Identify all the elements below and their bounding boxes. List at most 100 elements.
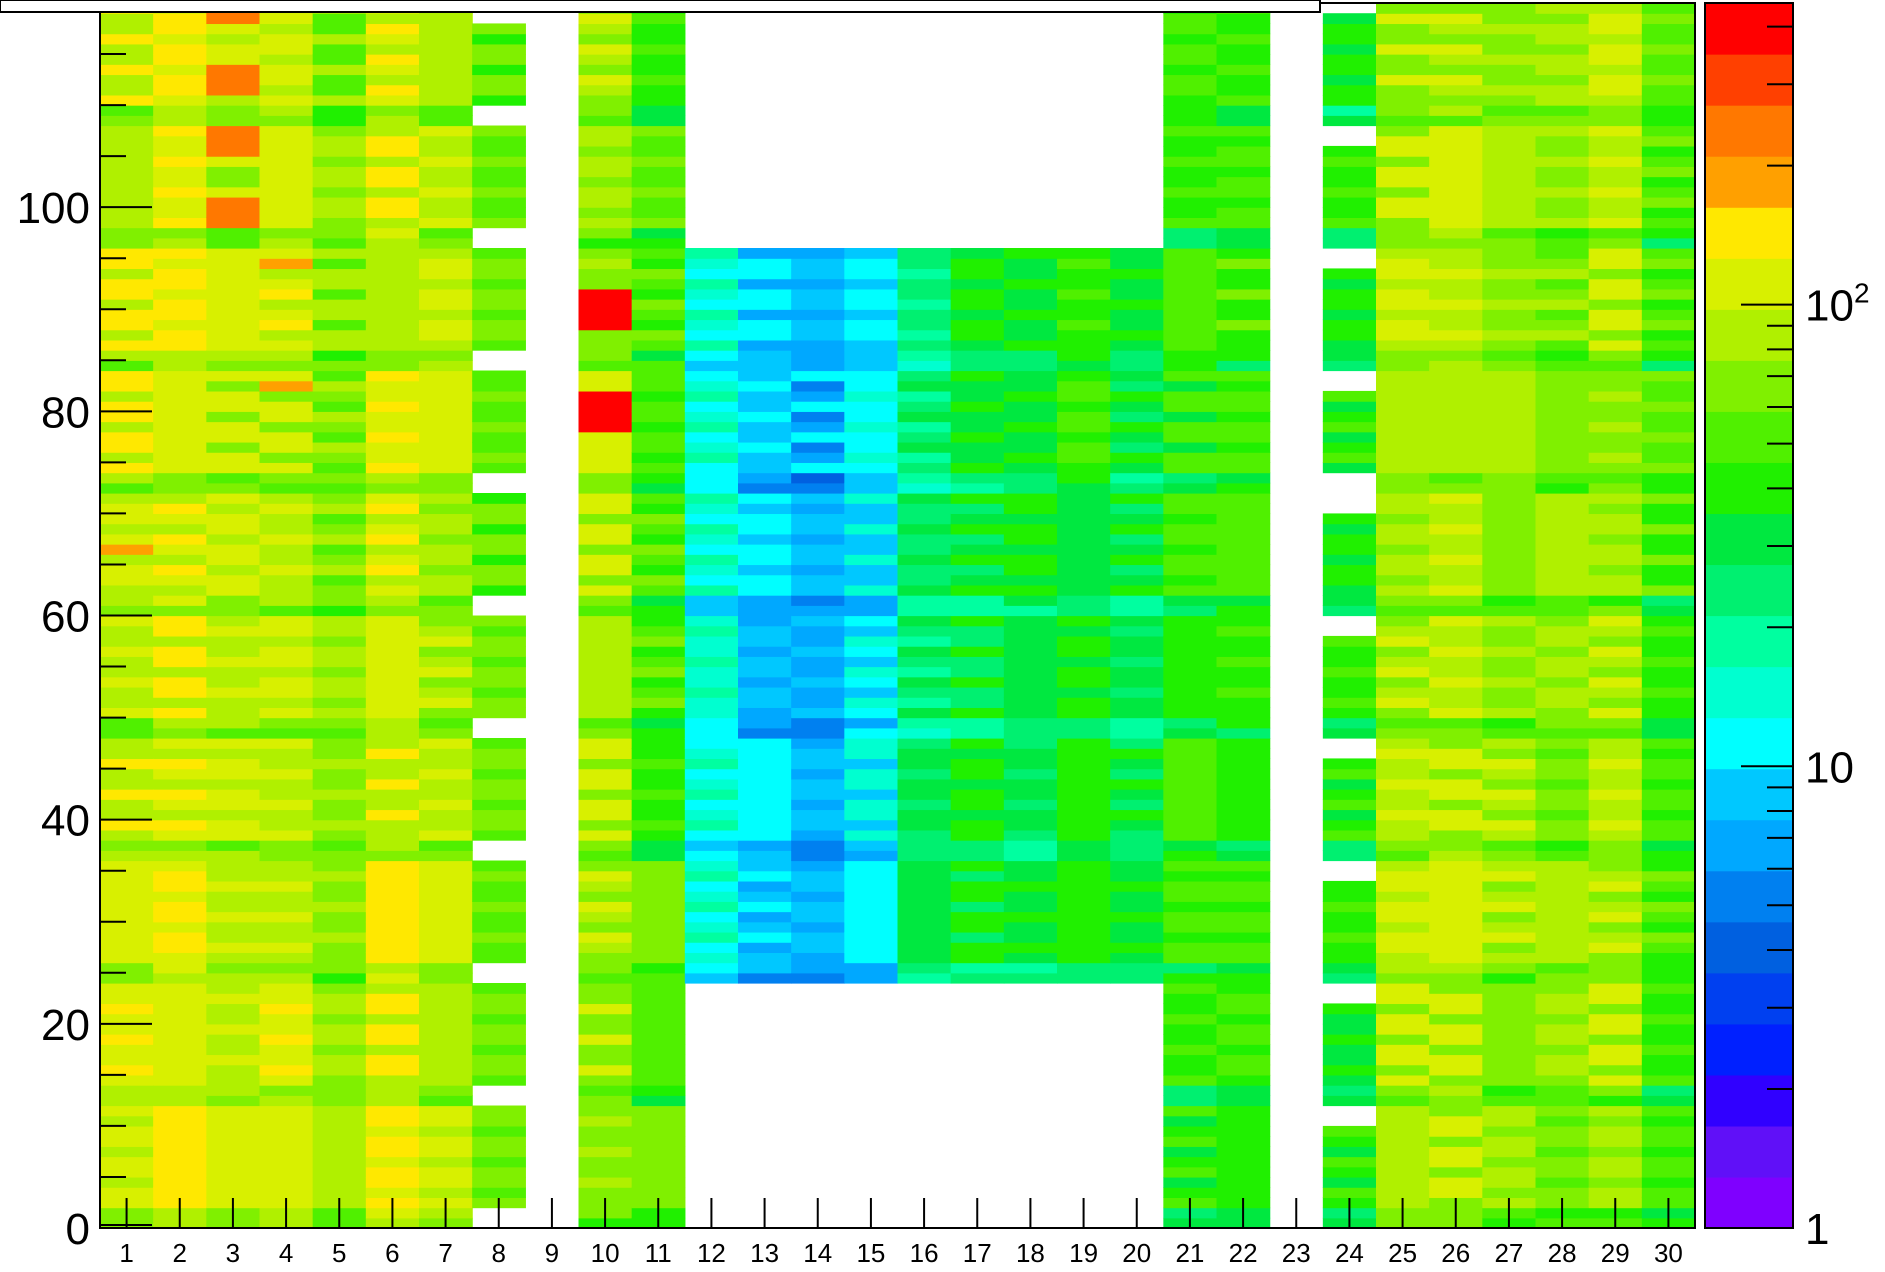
palette-swatch xyxy=(1705,513,1793,566)
heatmap-cell xyxy=(844,390,899,402)
palette-swatch xyxy=(1705,309,1793,361)
heatmap-cell xyxy=(1110,697,1164,708)
heatmap-cell xyxy=(1376,186,1430,198)
heatmap-cell xyxy=(950,533,1005,545)
heatmap-cell xyxy=(1429,1115,1483,1127)
heatmap-cell xyxy=(1588,278,1643,290)
heatmap-cell xyxy=(100,574,154,586)
heatmap-cell xyxy=(684,625,739,637)
heatmap-cell xyxy=(1482,1187,1537,1198)
heatmap-cell xyxy=(631,74,686,86)
heatmap-cell xyxy=(1216,493,1271,504)
heatmap-cell xyxy=(1376,441,1430,453)
heatmap-cell xyxy=(1376,901,1430,913)
heatmap-cell xyxy=(472,411,526,423)
heatmap-cell xyxy=(1003,748,1058,760)
heatmap-cell xyxy=(259,574,314,586)
heatmap-cell xyxy=(153,646,207,657)
heatmap-cell xyxy=(259,319,314,331)
heatmap-cell xyxy=(1163,697,1218,708)
heatmap-cell xyxy=(206,33,261,45)
heatmap-cell xyxy=(259,738,314,749)
heatmap-cell xyxy=(1482,268,1537,280)
heatmap-cell xyxy=(259,156,314,167)
heatmap-cell xyxy=(1376,523,1430,535)
heatmap-cell xyxy=(153,1166,207,1178)
heatmap-cell xyxy=(738,523,792,535)
heatmap-cell xyxy=(1216,880,1271,892)
heatmap-cell xyxy=(1535,227,1590,239)
heatmap-cell xyxy=(897,605,952,617)
heatmap-cell xyxy=(1482,646,1537,657)
heatmap-cell xyxy=(365,411,420,423)
heatmap-cell xyxy=(1322,1136,1377,1147)
heatmap-cell xyxy=(153,1095,207,1107)
heatmap-cell xyxy=(1535,880,1590,892)
heatmap-cell xyxy=(1057,646,1111,657)
heatmap-cell xyxy=(738,390,792,402)
heatmap-cell xyxy=(950,870,1005,882)
heatmap-cell xyxy=(631,942,686,953)
heatmap-cell xyxy=(312,625,367,637)
heatmap-cell xyxy=(1376,544,1430,555)
heatmap-cell xyxy=(1482,789,1537,800)
heatmap-cell xyxy=(1163,748,1218,760)
heatmap-cell xyxy=(1163,115,1218,127)
heatmap-cell xyxy=(1216,666,1271,678)
heatmap-cell xyxy=(1482,1115,1537,1127)
heatmap-cell xyxy=(206,595,261,606)
heatmap-cell xyxy=(1535,625,1590,637)
heatmap-cell xyxy=(153,33,207,45)
heatmap-cell xyxy=(1003,278,1058,290)
heatmap-cell xyxy=(1216,309,1271,321)
heatmap-cell xyxy=(1110,472,1164,484)
heatmap-cell xyxy=(578,840,633,851)
heatmap-cell xyxy=(312,666,367,678)
heatmap-cell xyxy=(259,993,314,1005)
heatmap-cell xyxy=(312,860,367,872)
heatmap-cell xyxy=(844,717,899,729)
heatmap-cell xyxy=(1057,503,1111,515)
heatmap-cell xyxy=(578,207,633,218)
heatmap-cell xyxy=(419,697,473,708)
heatmap-cell xyxy=(1588,768,1643,780)
heatmap-cell xyxy=(206,431,261,443)
heatmap-cell xyxy=(1535,54,1590,65)
heatmap-cell xyxy=(1110,329,1164,341)
heatmap-cell xyxy=(1057,707,1111,719)
heatmap-cell xyxy=(365,441,420,453)
heatmap-cell xyxy=(1322,727,1377,739)
heatmap-cell xyxy=(259,1095,314,1107)
heatmap-cell xyxy=(1376,339,1430,351)
heatmap-cell xyxy=(1216,901,1271,913)
heatmap-cell xyxy=(419,870,473,882)
heatmap-cell xyxy=(312,441,367,453)
heatmap-cell xyxy=(791,819,845,831)
heatmap-cell xyxy=(1535,1074,1590,1086)
heatmap-cell xyxy=(1163,401,1218,412)
heatmap-cell xyxy=(950,738,1005,749)
heatmap-cell xyxy=(1588,1074,1643,1086)
heatmap-cell xyxy=(1216,64,1271,76)
heatmap-cell xyxy=(578,686,633,698)
heatmap-cell xyxy=(1322,43,1377,55)
heatmap-cell xyxy=(844,901,899,913)
heatmap-cell xyxy=(100,860,154,872)
heatmap-cell xyxy=(684,544,739,555)
heatmap-cell xyxy=(1482,523,1537,535)
heatmap-cell xyxy=(206,1187,261,1198)
heatmap-cell xyxy=(738,697,792,708)
heatmap-cell xyxy=(153,738,207,749)
heatmap-cell xyxy=(1216,1013,1271,1025)
heatmap-cell xyxy=(1216,523,1271,535)
heatmap-cell xyxy=(312,1136,367,1147)
heatmap-cell xyxy=(578,43,633,55)
heatmap-cell xyxy=(684,778,739,790)
heatmap-cell xyxy=(1482,748,1537,760)
heatmap-cell xyxy=(631,554,686,566)
palette-swatch xyxy=(1705,411,1793,463)
heatmap-cell xyxy=(472,911,526,923)
heatmap-cell xyxy=(206,1156,261,1168)
heatmap-cell xyxy=(1482,1146,1537,1158)
heatmap-cell xyxy=(206,166,261,178)
